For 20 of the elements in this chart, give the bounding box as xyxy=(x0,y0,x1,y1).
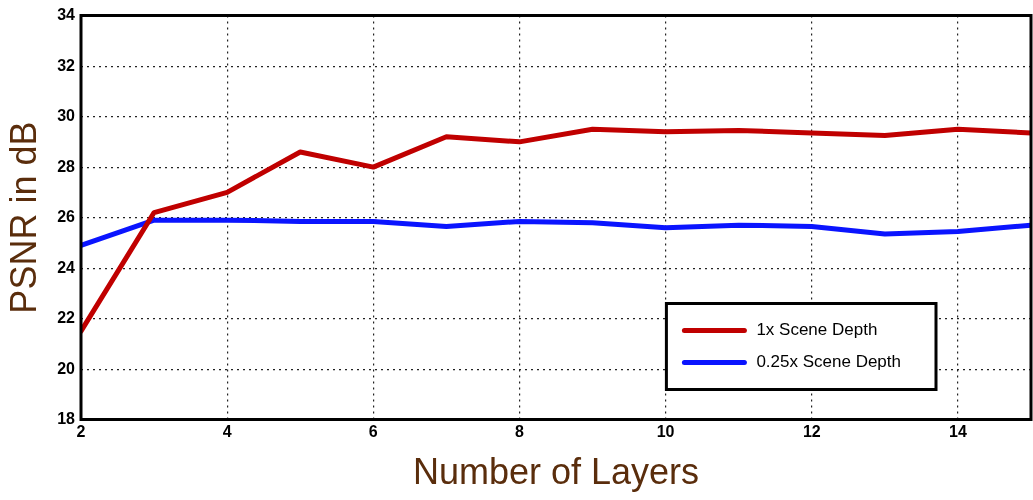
x-tick-label: 8 xyxy=(515,422,525,440)
x-tick-label: 14 xyxy=(949,422,967,440)
y-tick-label: 22 xyxy=(57,309,76,327)
legend-label: 0.25x Scene Depth xyxy=(756,352,902,372)
x-tick-label: 6 xyxy=(368,422,378,440)
legend-label: 1x Scene Depth xyxy=(756,320,878,340)
y-tick-label: 32 xyxy=(57,56,76,74)
y-tick-label: 30 xyxy=(57,107,76,125)
x-tick-label: 4 xyxy=(222,422,232,440)
y-tick-label: 34 xyxy=(57,6,76,24)
y-tick-label: 26 xyxy=(57,208,76,226)
x-tick-label: 10 xyxy=(656,422,675,440)
y-axis-title: PSNR in dB xyxy=(2,121,44,314)
x-tick-label: 12 xyxy=(802,422,821,440)
x-axis-title: Number of Layers xyxy=(412,451,700,493)
y-tick-label: 24 xyxy=(57,258,76,276)
y-tick-label: 28 xyxy=(57,157,76,175)
y-tick-label: 18 xyxy=(57,410,76,428)
y-tick-label: 20 xyxy=(57,359,76,377)
x-tick-label: 2 xyxy=(76,422,86,440)
